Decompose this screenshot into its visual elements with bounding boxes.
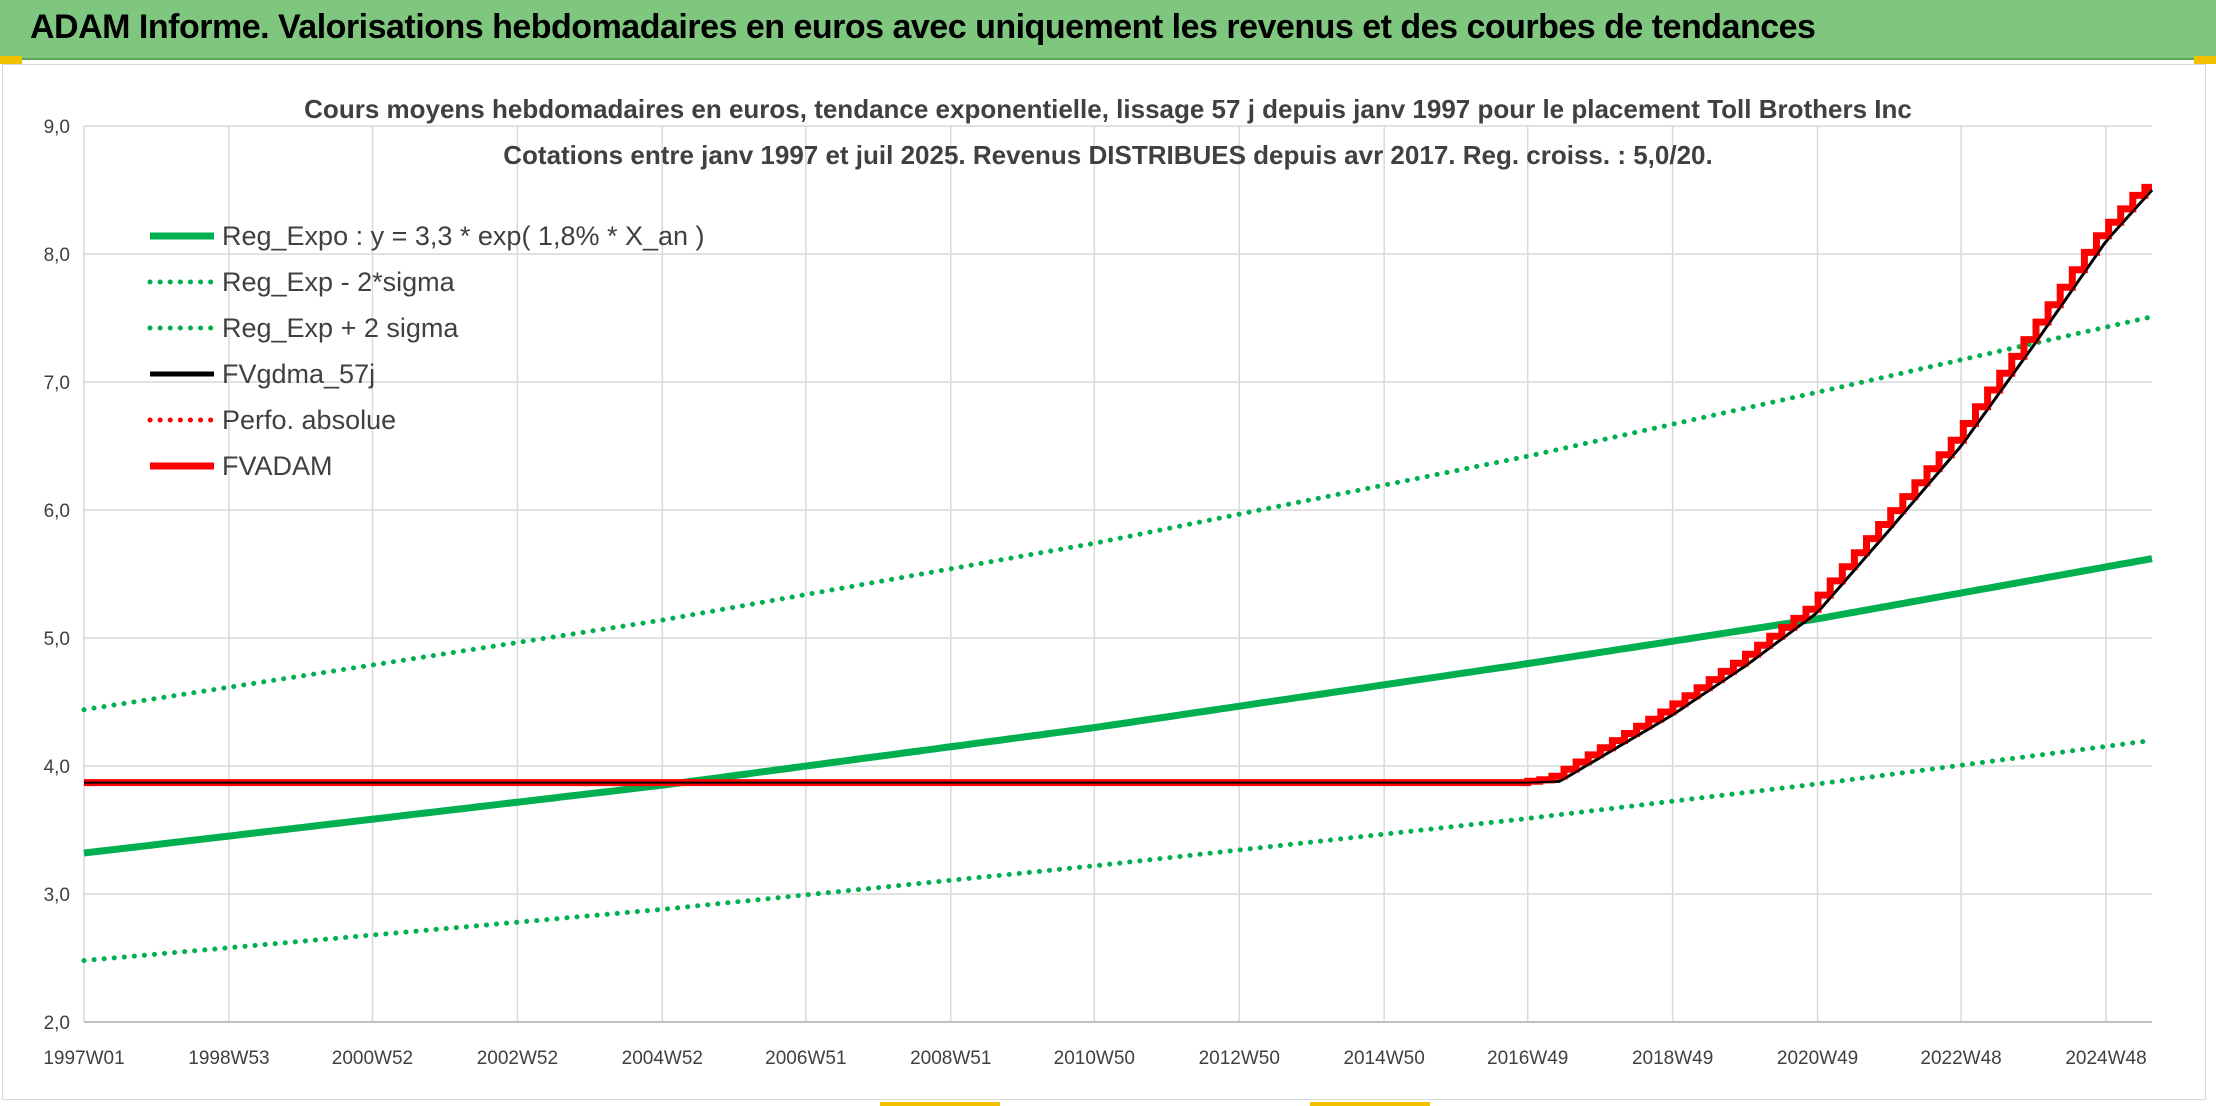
legend-label: FVgdma_57j xyxy=(222,359,375,389)
series-line-fvadam xyxy=(84,183,2152,787)
x-tick-label: 2004W52 xyxy=(622,1048,703,1069)
y-tick-label: 2,0 xyxy=(44,1013,70,1034)
legend: Reg_Expo : y = 3,3 * exp( 1,8% * X_an ) R… xyxy=(147,221,705,481)
chart-subtitle: Cotations entre janv 1997 et juil 2025. … xyxy=(503,140,1712,170)
x-tick-label: 2020W49 xyxy=(1777,1048,1858,1069)
x-tick-label: 2006W51 xyxy=(765,1048,846,1069)
series-line-dotted xyxy=(81,737,2155,964)
grid-layer xyxy=(83,125,2152,1023)
y-tick-label: 9,0 xyxy=(44,117,70,138)
legend-label: FVADAM xyxy=(222,451,333,481)
x-tick-label: 2008W51 xyxy=(910,1048,991,1069)
bottom-marker xyxy=(1310,1102,1430,1106)
series-line-dotted xyxy=(81,314,2155,713)
x-tick-label: 2010W50 xyxy=(1054,1048,1135,1069)
x-tick-label: 2012W50 xyxy=(1199,1048,1280,1069)
x-tick-label: 2016W49 xyxy=(1487,1048,1568,1069)
x-tick-label: 2022W48 xyxy=(1920,1048,2001,1069)
legend-label: Perfo. absolue xyxy=(222,405,396,435)
y-tick-label: 3,0 xyxy=(44,885,70,906)
y-tick-label: 5,0 xyxy=(44,629,70,650)
series-layer xyxy=(81,183,2155,964)
x-tick-label: 2018W49 xyxy=(1632,1048,1713,1069)
x-tick-label: 2002W52 xyxy=(477,1048,558,1069)
legend-label: Reg_Exp - 2*sigma xyxy=(222,267,456,297)
bottom-marker xyxy=(880,1102,1000,1106)
x-tick-label: 2000W52 xyxy=(332,1048,413,1069)
y-tick-label: 4,0 xyxy=(44,757,70,778)
chart-frame xyxy=(2,64,2206,1100)
chart-title: Cours moyens hebdomadaires en euros, ten… xyxy=(304,94,1912,124)
corner-marker-left xyxy=(0,56,22,64)
legend-label: Reg_Expo : y = 3,3 * exp( 1,8% * X_an ) xyxy=(222,221,705,251)
series-line-fvgdma-overlay xyxy=(84,189,2153,784)
x-tick-label: 1998W53 xyxy=(188,1048,269,1069)
y-tick-label: 7,0 xyxy=(44,373,70,394)
y-tick-label: 6,0 xyxy=(44,501,70,522)
corner-marker-right xyxy=(2194,56,2216,64)
y-axis-ticks: 2,0 3,0 4,0 5,0 6,0 7,0 8,0 9,0 xyxy=(44,117,70,1034)
y-tick-label: 8,0 xyxy=(44,245,70,266)
series-line-regression xyxy=(83,555,2153,857)
x-tick-label: 1997W01 xyxy=(43,1048,124,1069)
x-tick-label: 2014W50 xyxy=(1343,1048,1424,1069)
x-axis-ticks: 1997W01 1998W53 2000W52 2002W52 2004W52 2006W… xyxy=(43,1048,2146,1069)
report-title: ADAM Informe. Valorisations hebdomadaire… xyxy=(30,8,1816,46)
report-banner: ADAM Informe. Valorisations hebdomadaire… xyxy=(0,0,2216,60)
legend-label: Reg_Exp + 2 sigma xyxy=(222,313,459,343)
x-tick-label: 2024W48 xyxy=(2065,1048,2146,1069)
